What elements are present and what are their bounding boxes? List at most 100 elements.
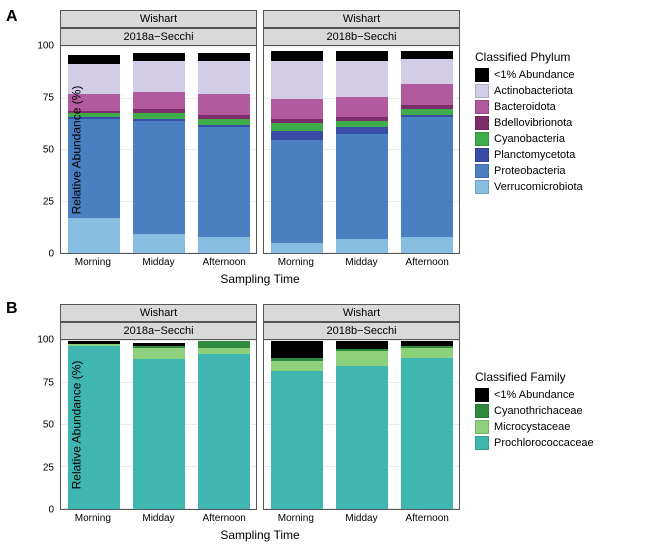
strip-inner: 2018a−Secchi (60, 322, 257, 340)
x-tick: Morning (75, 513, 111, 524)
x-tick: Morning (278, 513, 314, 524)
bar-segment (198, 237, 250, 253)
legend-item: Actinobacteriota (475, 84, 583, 98)
x-tick: Morning (278, 257, 314, 268)
legend-text: Cyanothrichaceae (494, 405, 583, 417)
figure: A WishartWishart2018a−Secchi2018b−Secchi… (0, 0, 650, 556)
legend-text: Microcystaceae (494, 421, 570, 433)
bar-segment (336, 341, 388, 349)
legend-swatch (475, 388, 489, 402)
bar-segment (133, 53, 185, 61)
bar (271, 341, 323, 509)
x-tick: Midday (142, 257, 174, 268)
bar-segment (133, 359, 185, 509)
bar-segment (271, 51, 323, 61)
bar-segment (198, 127, 250, 236)
legend-text: <1% Abundance (494, 389, 574, 401)
bar (401, 341, 453, 509)
legend-swatch (475, 180, 489, 194)
y-tick: 50 (43, 420, 54, 431)
bar-segment (336, 351, 388, 366)
x-tick: Afternoon (202, 513, 245, 524)
legend-item: <1% Abundance (475, 68, 583, 82)
legend-item: Bdellovibrionota (475, 116, 583, 130)
bar-segment (133, 348, 185, 360)
bar-segment (133, 92, 185, 108)
bar-segment (336, 51, 388, 61)
bar (133, 47, 185, 253)
bar-segment (271, 243, 323, 253)
bar-segment (68, 55, 120, 63)
bar-segment (271, 99, 323, 120)
legend-swatch (475, 132, 489, 146)
y-tick: 50 (43, 145, 54, 156)
bar-segment (336, 239, 388, 253)
legend-item: Cyanobacteria (475, 132, 583, 146)
strip-outer: Wishart (60, 304, 257, 322)
bar-segment (336, 61, 388, 96)
legend-text: Actinobacteriota (494, 85, 573, 97)
panel-b-chart: WishartWishart2018a−Secchi2018b−Secchi02… (60, 304, 460, 544)
legend-item: Planctomycetota (475, 148, 583, 162)
bar (336, 47, 388, 253)
y-tick: 75 (43, 377, 54, 388)
bar-segment (336, 134, 388, 239)
panel-a-legend: Classified Phylum <1% Abundance Actinobact… (475, 50, 583, 196)
bar-segment (336, 366, 388, 509)
bar (133, 341, 185, 509)
strip-outer: Wishart (60, 10, 257, 28)
bar-segment (198, 348, 250, 355)
y-tick: 25 (43, 462, 54, 473)
bar-segment (271, 61, 323, 98)
bar-segment (133, 61, 185, 92)
plot-area (60, 46, 257, 254)
x-tick: Midday (142, 513, 174, 524)
x-axis-label: Sampling Time (60, 528, 460, 542)
legend-item: Proteobacteria (475, 164, 583, 178)
legend-swatch (475, 116, 489, 130)
x-tick: Midday (345, 257, 377, 268)
legend-item: Verrucomicrobiota (475, 180, 583, 194)
legend-item: <1% Abundance (475, 388, 594, 402)
legend-text: Proteobacteria (494, 165, 566, 177)
legend-swatch (475, 148, 489, 162)
legend-swatch (475, 436, 489, 450)
strip-inner: 2018b−Secchi (263, 322, 460, 340)
legend-swatch (475, 100, 489, 114)
bar-segment (336, 97, 388, 118)
bar-segment (401, 117, 453, 236)
legend-title: Classified Phylum (475, 50, 583, 64)
bar-segment (271, 131, 323, 139)
panel-b-legend: Classified Family<1% AbundanceCyanothric… (475, 370, 594, 452)
panel-a-label: A (6, 8, 18, 26)
y-tick: 100 (37, 41, 54, 52)
strip-outer: Wishart (263, 10, 460, 28)
legend-item: Prochlorococcaceae (475, 436, 594, 450)
legend-swatch (475, 164, 489, 178)
bar (198, 47, 250, 253)
bar-segment (271, 341, 323, 358)
bar-segment (133, 234, 185, 253)
y-tick: 0 (48, 505, 54, 516)
x-tick: Morning (75, 257, 111, 268)
bar-segment (401, 51, 453, 59)
legend-item: Microcystaceae (475, 420, 594, 434)
legend-item: Bacteroidota (475, 100, 583, 114)
x-tick: Afternoon (405, 513, 448, 524)
plot-area (263, 46, 460, 254)
legend-swatch (475, 68, 489, 82)
plot-area (263, 340, 460, 510)
legend-text: Bacteroidota (494, 101, 556, 113)
legend-text: Cyanobacteria (494, 133, 565, 145)
bar-segment (401, 59, 453, 84)
bar-segment (198, 354, 250, 509)
strip-outer: Wishart (263, 304, 460, 322)
bar-segment (198, 61, 250, 94)
strip-inner: 2018b−Secchi (263, 28, 460, 46)
bar (336, 341, 388, 509)
y-axis-label: Relative Abundance (%) (69, 361, 83, 490)
legend-text: Verrucomicrobiota (494, 181, 583, 193)
bar-segment (401, 237, 453, 253)
bar-segment (133, 121, 185, 234)
legend-item: Cyanothrichaceae (475, 404, 594, 418)
